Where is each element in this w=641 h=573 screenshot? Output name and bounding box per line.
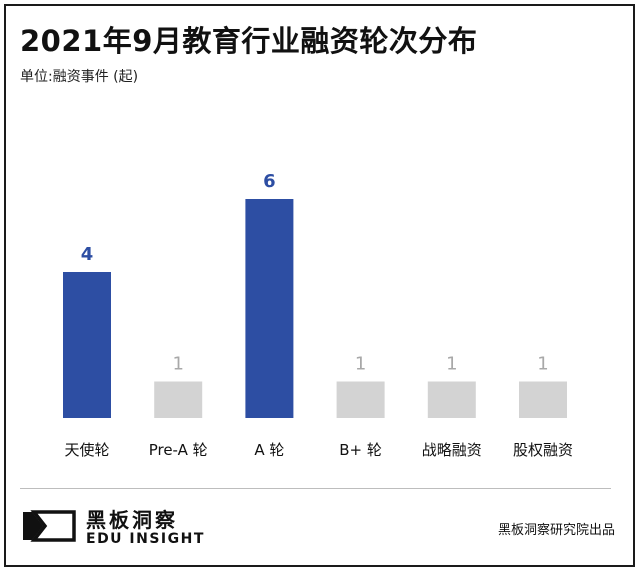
bar-value-label: 4 xyxy=(81,244,94,265)
edu-insight-logo-icon xyxy=(23,510,76,542)
category-label: Pre-A 轮 xyxy=(149,441,208,459)
chart-title: 2021年9月教育行业融资轮次分布 xyxy=(20,24,478,58)
bar-value-label: 1 xyxy=(172,354,183,375)
bar xyxy=(154,381,203,418)
category-label: 战略融资 xyxy=(422,441,482,459)
bar xyxy=(245,199,294,418)
category-label: B+ 轮 xyxy=(339,441,382,459)
footer-divider xyxy=(20,488,611,489)
bar xyxy=(63,272,111,418)
bar xyxy=(519,381,567,418)
category-label: 股权融资 xyxy=(513,441,573,459)
bar-value-label: 6 xyxy=(263,171,276,192)
category-label: 天使轮 xyxy=(64,441,109,459)
source-credit: 黑板洞察研究院出品 xyxy=(497,523,615,538)
logo-english-name: EDU INSIGHT xyxy=(86,531,205,547)
bar-value-label: 1 xyxy=(446,354,457,375)
logo-chinese-name: 黑板洞察 xyxy=(86,508,178,532)
bar xyxy=(336,381,385,418)
chart-subtitle: 单位:融资事件 (起) xyxy=(20,69,139,85)
category-label: A 轮 xyxy=(254,441,284,459)
bar xyxy=(427,381,476,418)
brand-logo: 黑板洞察 EDU INSIGHT xyxy=(20,500,220,554)
bar-value-label: 1 xyxy=(355,354,366,375)
bar-chart: 4 天使轮 1 Pre-A 轮 6 A 轮 1 B+ 轮 1 战略融资 1 股权融资 xyxy=(63,171,573,459)
bar-value-label: 1 xyxy=(537,354,548,375)
